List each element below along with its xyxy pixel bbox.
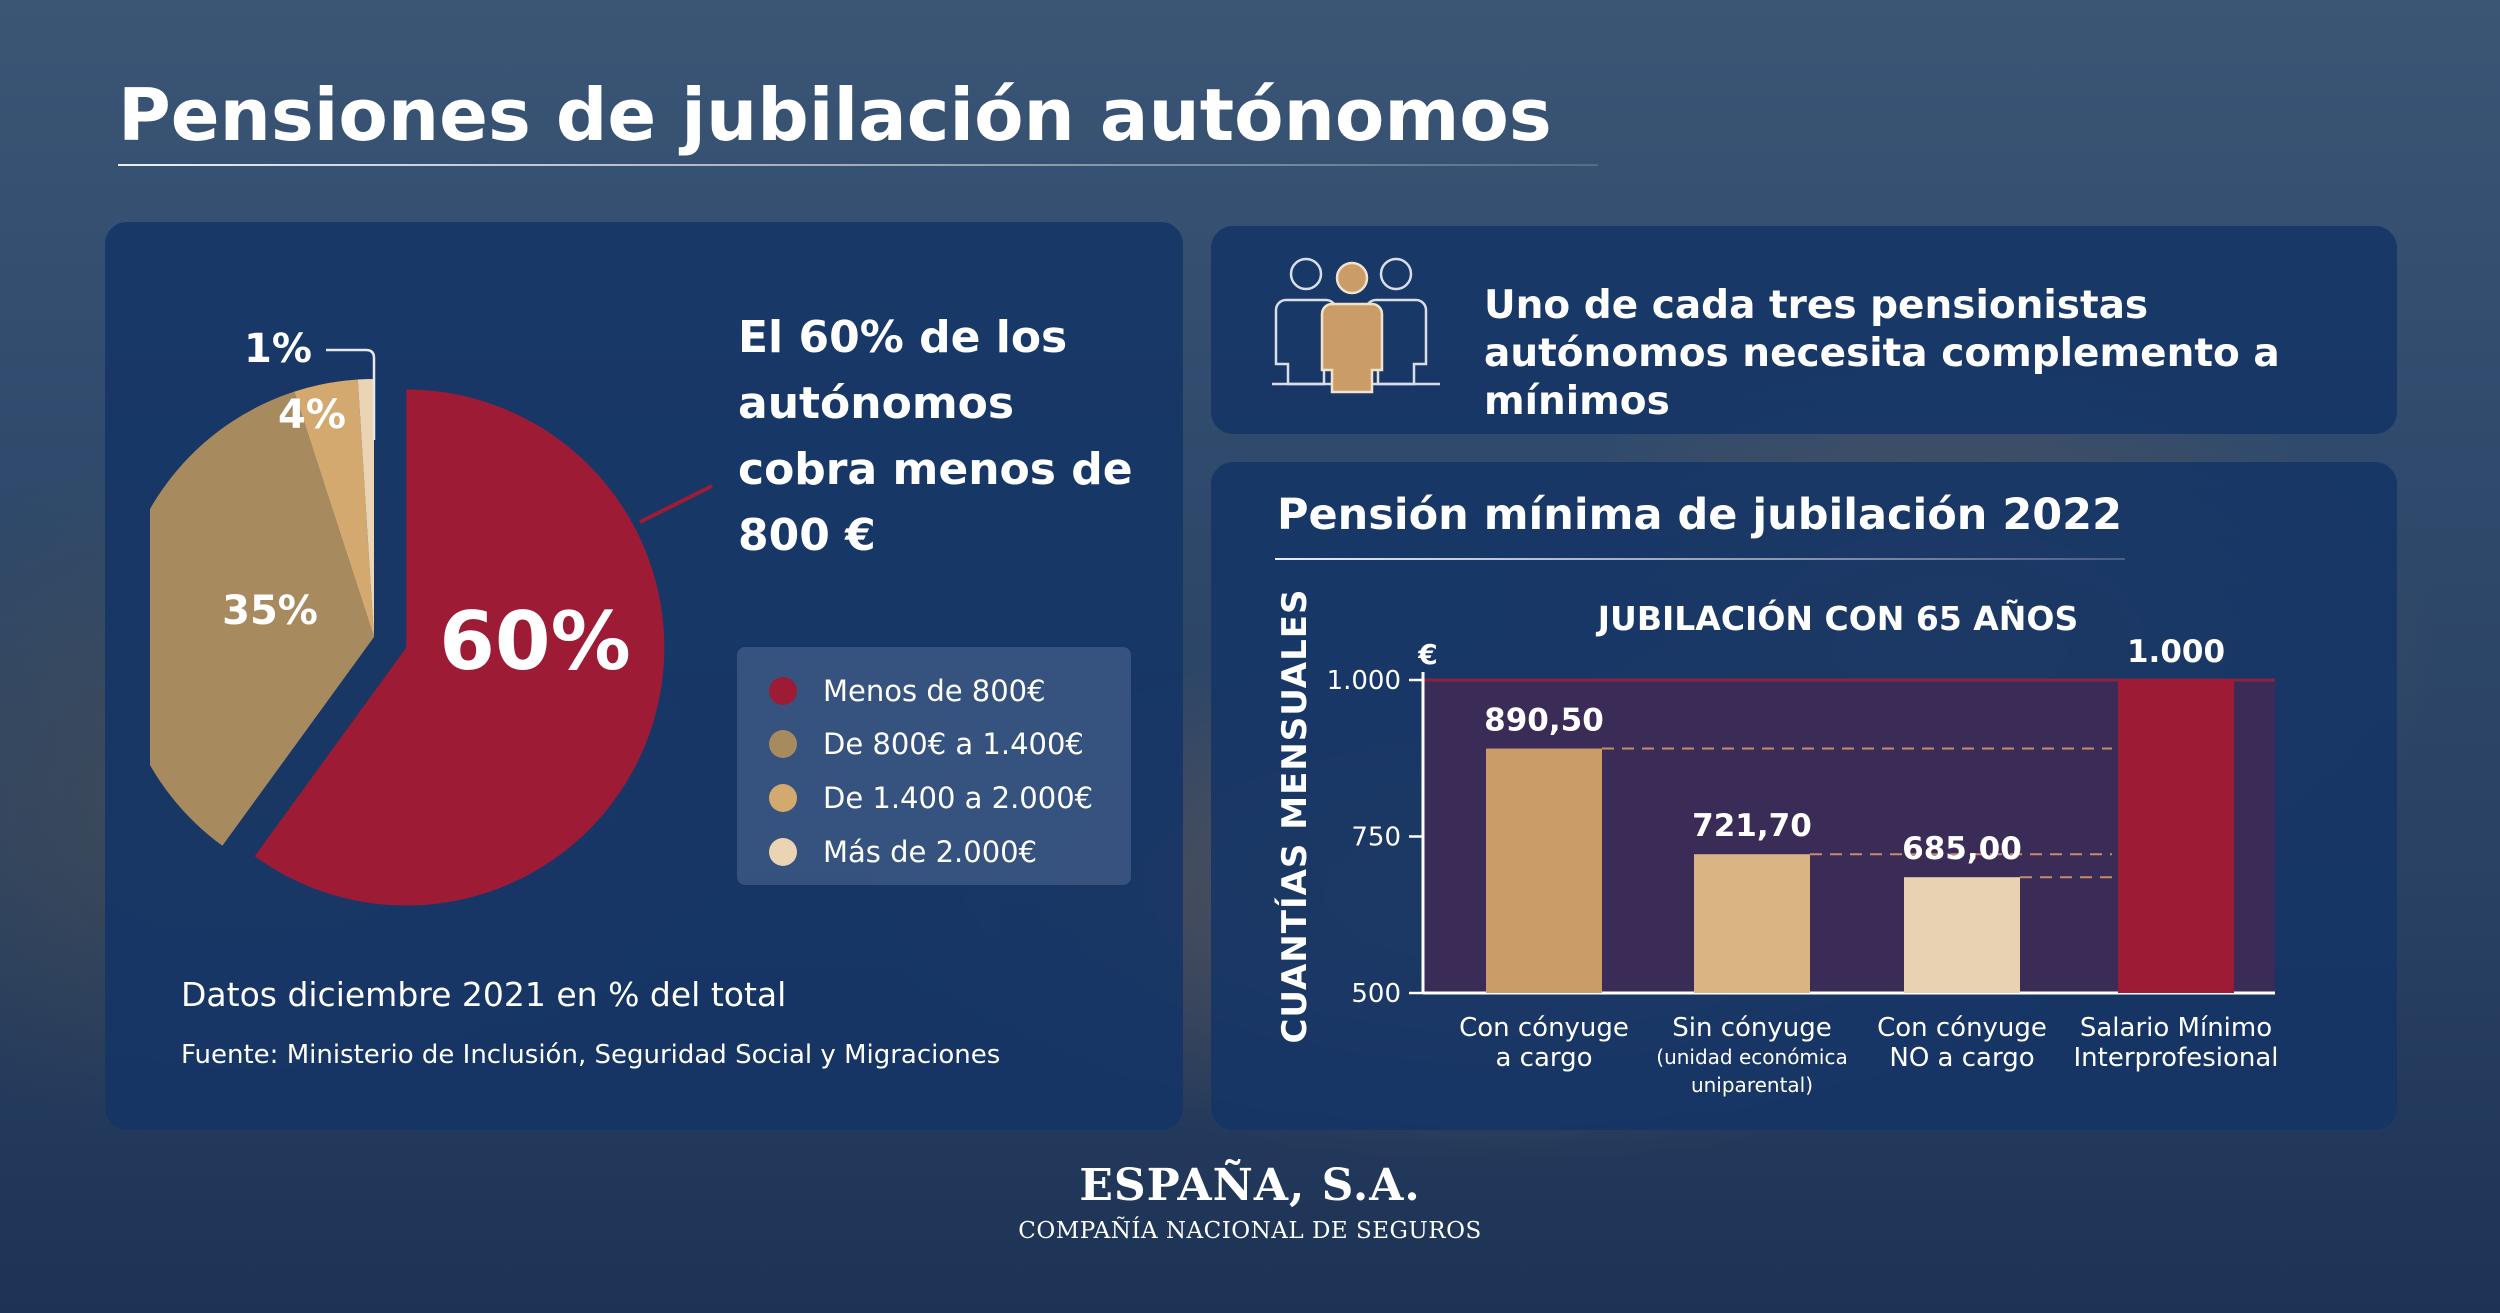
slice-less-800 xyxy=(254,389,665,906)
legend-label: Más de 2.000€ xyxy=(823,835,1038,869)
bar-value-label: 721,70 xyxy=(1692,808,1812,844)
x-tick-label-line2: NO a cargo xyxy=(1889,1043,2034,1073)
title-underline xyxy=(118,164,1598,166)
pie-label-800-1400: 35% xyxy=(222,588,318,634)
x-tick-label: Con cónyuge xyxy=(1459,1013,1629,1043)
bar-salario-minimo xyxy=(2118,680,2234,993)
slice-1400-2000 xyxy=(294,379,374,637)
bar-chart-subtitle: JUBILACIÓN CON 65 AÑOS xyxy=(1596,598,2079,638)
bar-value-label: 1.000 xyxy=(2127,634,2225,670)
bar-value-label: 890,50 xyxy=(1484,703,1604,739)
y-tick-label: 1.000 xyxy=(1327,666,1401,696)
x-tick-label: Salario Mínimo xyxy=(2080,1013,2272,1043)
pie-label-less-800: 60% xyxy=(439,595,630,688)
legend-item-less-800: Menos de 800€ xyxy=(769,671,1046,711)
y-axis-label: CUANTÍAS MENSUALES xyxy=(1274,590,1315,1044)
bar-chart-title-underline xyxy=(1275,558,2125,560)
headline-connector xyxy=(639,484,713,524)
legend-swatch-dot xyxy=(769,784,797,812)
y-tick-label: 750 xyxy=(1351,823,1401,853)
bar-con-conyuge-a-cargo xyxy=(1486,748,1602,993)
legend-label: Menos de 800€ xyxy=(823,674,1046,708)
x-tick-label: Sin cónyuge xyxy=(1672,1013,1832,1043)
pie-headline: El 60% de los autónomos cobra menos de 8… xyxy=(738,312,1133,561)
people-group-icon xyxy=(1272,257,1440,394)
data-note: Datos diciembre 2021 en % del total xyxy=(181,975,787,1014)
pie-chart: 60% 35% 4% 1% xyxy=(150,326,713,906)
x-tick-label: Con cónyuge xyxy=(1877,1013,2047,1043)
legend-label: De 800€ a 1.400€ xyxy=(823,727,1084,761)
bar-value-label: 685,00 xyxy=(1902,831,2022,867)
x-tick-label-line2: (unidad económica xyxy=(1656,1045,1847,1069)
x-tick-label-line3: uniparental) xyxy=(1691,1073,1813,1097)
bar-con-conyuge-no-a-cargo xyxy=(1904,877,2020,993)
source-note: Fuente: Ministerio de Inclusión, Segurid… xyxy=(181,1040,1001,1070)
callout-panel xyxy=(1211,226,2397,434)
legend-item-1400-2000: De 1.400 a 2.000€ xyxy=(769,778,1093,818)
x-tick-label-line2: a cargo xyxy=(1495,1043,1592,1073)
slice-more-2000 xyxy=(357,379,374,637)
brand-name: ESPAÑA, S.A. xyxy=(1079,1160,1421,1211)
bar-sin-conyuge xyxy=(1694,854,1810,993)
legend-item-more-2000: Más de 2.000€ xyxy=(769,832,1037,872)
pie-legend: Menos de 800€ De 800€ a 1.400€ De 1.400 … xyxy=(737,647,1131,885)
legend-item-800-1400: De 800€ a 1.400€ xyxy=(769,724,1084,764)
pie-label-more-2000: 1% xyxy=(244,326,312,372)
legend-swatch-dot xyxy=(769,730,797,758)
bar-chart-title: Pensión mínima de jubilación 2022 xyxy=(1277,490,2123,540)
brand-subtitle: COMPAÑÍA NACIONAL DE SEGUROS xyxy=(1018,1218,1482,1244)
x-tick-label-line2: Interprofesional xyxy=(2073,1043,2278,1073)
legend-label: De 1.400 a 2.000€ xyxy=(823,781,1094,815)
pie-label-1400-2000: 4% xyxy=(278,392,346,438)
y-tick-label: 500 xyxy=(1351,979,1401,1009)
legend-swatch-dot xyxy=(769,838,797,866)
callout-text: Uno de cada tres pensionistas autónomos … xyxy=(1484,283,2280,424)
y-axis-unit: € xyxy=(1417,638,1437,671)
slice-800-1400 xyxy=(150,391,374,846)
pie-leader-line xyxy=(326,348,376,440)
legend-swatch-dot xyxy=(769,677,797,705)
bar-chart: JUBILACIÓN CON 65 AÑOS CUANTÍAS MENSUALES… xyxy=(1274,590,2279,1097)
page-title: Pensiones de jubilación autónomos xyxy=(118,73,1552,157)
